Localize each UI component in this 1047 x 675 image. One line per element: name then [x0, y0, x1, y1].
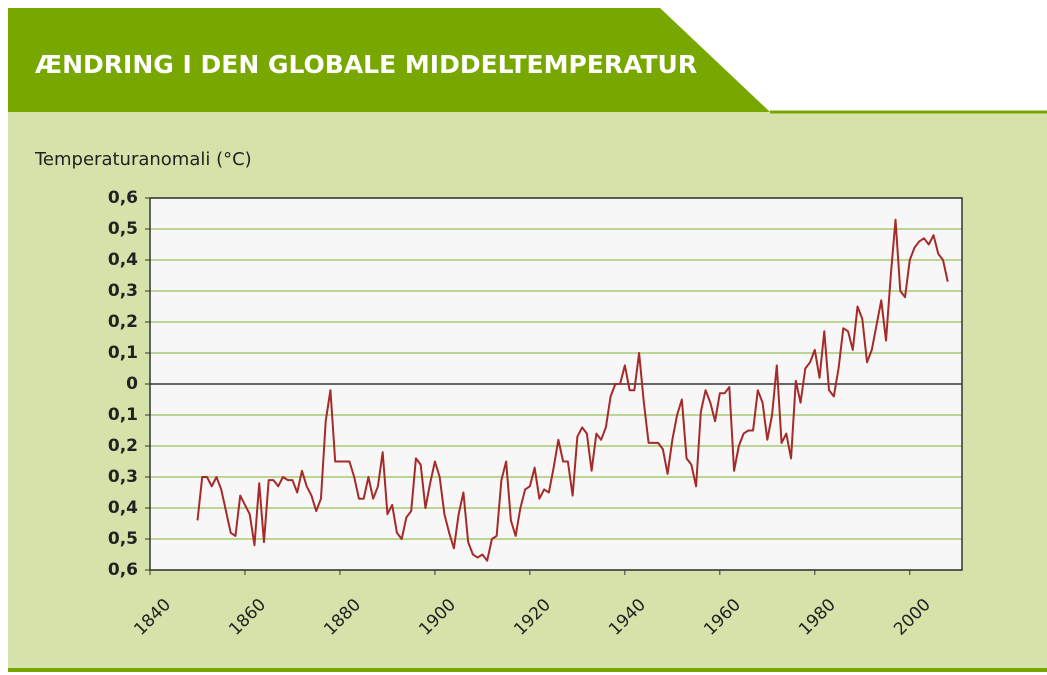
- y-tick-label: 0,3: [108, 281, 138, 301]
- y-tick-label: 0,1: [108, 405, 138, 425]
- y-tick-label: 0,2: [108, 312, 138, 332]
- y-tick-label: 0,4: [108, 250, 138, 270]
- line-series: [196, 218, 949, 562]
- y-tick-label: 0,6: [108, 560, 138, 580]
- header: [8, 8, 770, 112]
- y-tick-label: 0: [126, 374, 138, 394]
- plot-border: [149, 197, 963, 571]
- y-axis-label: Temperaturanomali (°C): [34, 149, 252, 170]
- y-tick-label: 0,5: [108, 529, 138, 549]
- y-tick-label: 0,2: [108, 436, 138, 456]
- y-tick-label: 0,3: [108, 467, 138, 487]
- y-tick-label: 0,4: [108, 498, 138, 518]
- chart-title: ÆNDRING I DEN GLOBALE MIDDELTEMPERATUR: [35, 50, 697, 79]
- y-tick-label: 0,5: [108, 219, 138, 239]
- y-tick-label: 0,6: [108, 188, 138, 208]
- panel-border: [8, 668, 1047, 672]
- y-tick-label: 0,1: [108, 343, 138, 363]
